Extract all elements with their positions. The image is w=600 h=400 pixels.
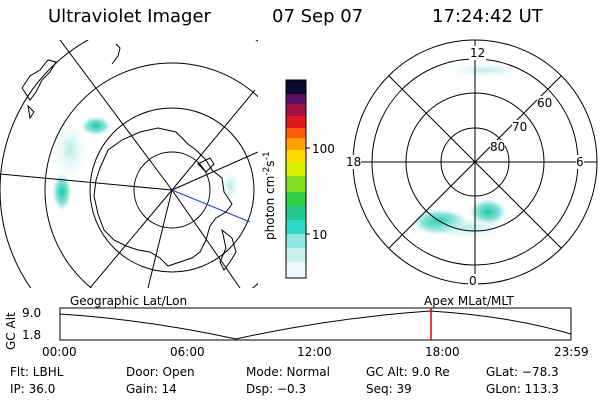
- gc-alt-axis-title: GC Alt: [4, 312, 18, 350]
- magnetic-polar-map: [352, 39, 598, 285]
- mlt-label-12: 12: [469, 46, 487, 60]
- mlat-label-70: 70: [512, 120, 528, 134]
- mode-info: Mode: Normal: [246, 365, 330, 379]
- meridian-line: [59, 40, 173, 191]
- x-tick-0000: 00:00: [42, 345, 77, 359]
- seq-info: Seq: 39: [366, 382, 412, 396]
- gain-info: Gain: 14: [126, 382, 177, 396]
- glat-info: GLat: −78.3: [486, 365, 559, 379]
- geo-latlon-label: Geographic Lat/Lon: [70, 294, 188, 308]
- glon-info: GLon: 113.3: [486, 382, 559, 396]
- ip-info: IP: 36.0: [10, 382, 56, 396]
- aurora-patch: [52, 172, 72, 212]
- x-tick-2359: 23:59: [554, 345, 589, 359]
- aurora-patch: [447, 62, 523, 78]
- mlt-label-6: 6: [576, 155, 584, 169]
- mlt-label-0: 0: [468, 274, 478, 288]
- colorbar-unit-label: photon cm-2s-1: [262, 151, 277, 240]
- colorbar-tick-100: 100: [312, 142, 335, 156]
- y-tick-low: 1.8: [22, 328, 42, 342]
- latitude-circle: [89, 107, 255, 273]
- australia-coast: [21, 59, 57, 101]
- door-info: Door: Open: [126, 365, 195, 379]
- x-tick-1200: 12:00: [297, 345, 332, 359]
- latitude-circle: [44, 62, 258, 288]
- coast-island: [197, 157, 215, 173]
- meridian-line: [171, 89, 256, 191]
- geographic-map: [0, 40, 258, 288]
- y-tick-high: 9.0: [22, 306, 42, 320]
- x-tick-0600: 06:00: [170, 345, 205, 359]
- meridian-line: [0, 173, 173, 191]
- apex-mlat-label: Apex MLat/MLT: [424, 294, 514, 308]
- antarctica-coast: [93, 127, 233, 267]
- mlat-label-80: 80: [490, 140, 506, 154]
- colorbar-tick-10: 10: [312, 228, 328, 242]
- time-label: 17:24:42 UT: [432, 6, 543, 27]
- peninsula-coast: [219, 228, 237, 271]
- instrument-title: Ultraviolet Imager: [48, 6, 211, 27]
- dsp-info: Dsp: −0.3: [246, 382, 307, 396]
- timeline-frame: [59, 307, 572, 341]
- meridian-line: [89, 189, 173, 288]
- aurora-patch: [80, 116, 112, 136]
- x-tick-1800: 18:00: [425, 345, 460, 359]
- aurora-patch: [52, 120, 88, 180]
- gc-alt-curve: [59, 310, 572, 340]
- tasmania-coast: [27, 104, 35, 120]
- mlt-line-diagonal: [388, 75, 562, 249]
- latitude-circle: [133, 151, 211, 229]
- altitude-timeline: [59, 307, 572, 341]
- meridian-line: [171, 151, 258, 191]
- filter-info: Flt: LBHL: [10, 365, 64, 379]
- orbit-track: [171, 189, 251, 223]
- date-label: 07 Sep 07: [272, 6, 364, 27]
- aurora-patch: [428, 216, 508, 240]
- gc-alt-info: GC Alt: 9.0 Re: [366, 365, 450, 379]
- meridian-line: [147, 189, 173, 288]
- nz-coast: [111, 43, 121, 65]
- mlat-label-60: 60: [537, 96, 553, 110]
- color-scale-bar: [285, 79, 310, 279]
- mlt-label-18: 18: [346, 155, 362, 169]
